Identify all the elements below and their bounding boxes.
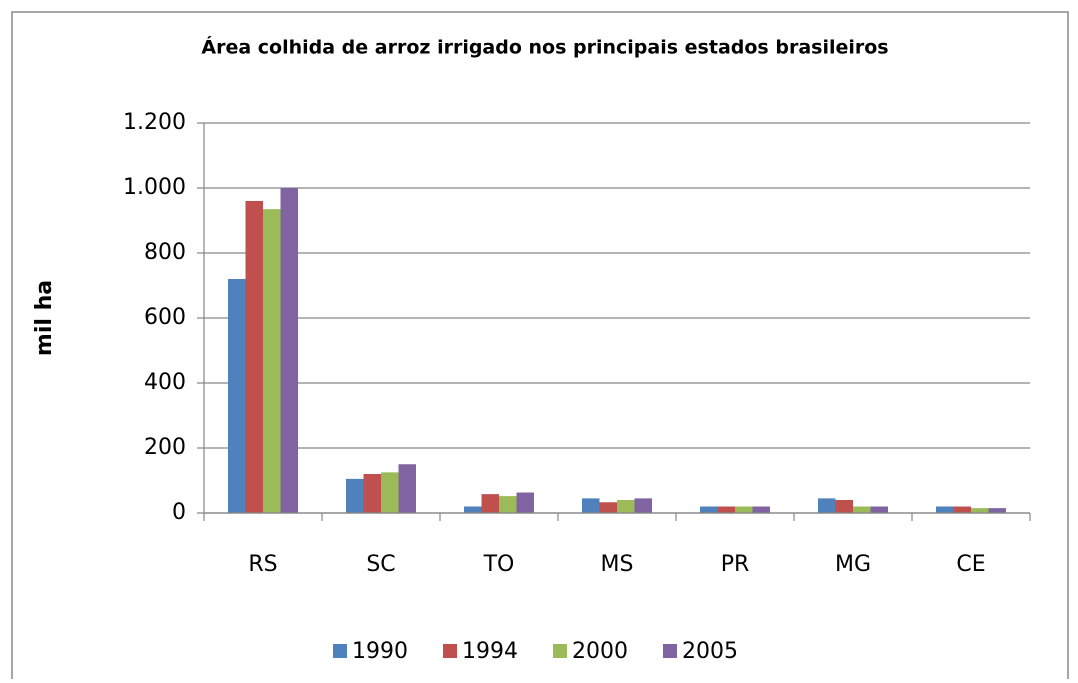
legend-swatch [553,644,567,658]
legend-swatch [333,644,347,658]
chart-border [11,11,1069,683]
x-tick-label: MG [835,552,871,577]
bar [717,506,735,513]
y-tick-label: 800 [144,240,186,265]
bar [516,492,534,513]
bar [582,498,600,513]
legend-swatch [443,644,457,658]
bar [245,201,263,513]
y-tick-label: 200 [144,435,186,460]
bar [381,472,399,513]
bar [953,506,971,513]
x-tick-label: TO [483,552,515,577]
bar [936,506,954,513]
x-tick-label: RS [248,552,277,577]
y-tick-label: 1.200 [123,110,186,135]
bar [818,498,836,513]
x-tick-label: PR [721,552,750,577]
bar [599,502,617,513]
y-tick-label: 400 [144,370,186,395]
legend-label: 2000 [572,639,628,664]
bar [700,506,718,513]
bar [752,506,770,513]
chart-title: Área colhida de arroz irrigado nos princ… [201,36,888,59]
bar [346,478,364,513]
bar [617,500,635,513]
bar [280,188,298,513]
bar [228,279,246,513]
legend-label: 1990 [352,639,408,664]
x-tick-label: SC [366,552,395,577]
y-axis-label: mil ha [32,280,57,356]
bar [835,500,853,513]
legend-swatch [663,644,677,658]
y-tick-label: 0 [172,500,186,525]
bar [634,498,652,513]
legend-label: 1994 [462,639,518,664]
x-tick-label: CE [956,552,985,577]
y-tick-label: 600 [144,305,186,330]
bar [464,506,482,513]
bar [481,494,499,513]
bar [735,506,753,513]
legend-label: 2005 [682,639,738,664]
bar [499,496,517,513]
x-tick-label: MS [601,552,634,577]
bar [363,474,381,513]
bar [988,508,1006,513]
bar [263,209,281,513]
bar [853,506,871,513]
y-tick-label: 1.000 [123,175,186,200]
bar [398,464,416,513]
bar [971,508,989,513]
bar [870,506,888,513]
